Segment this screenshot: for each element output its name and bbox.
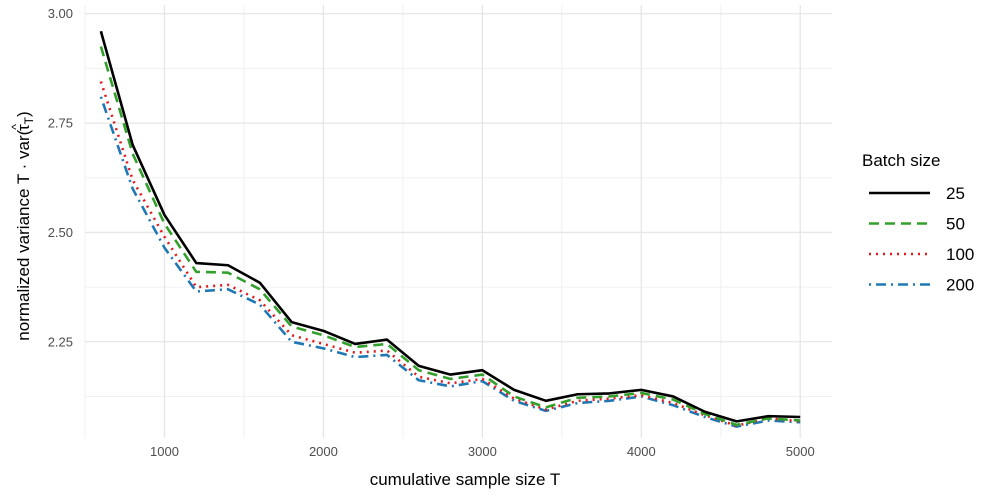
y-axis-title: normalized variance T · var(^τT): [9, 111, 36, 340]
x-axis-ticks: 1000 2000 3000 4000 5000: [150, 444, 815, 459]
y-axis-title-subscript: T: [22, 116, 36, 124]
y-axis-title-suffix: ): [14, 111, 33, 117]
legend-label-200: 200: [946, 276, 974, 295]
legend-label-25: 25: [946, 184, 965, 203]
legend-label-100: 100: [946, 245, 974, 264]
x-tick-label: 5000: [786, 444, 815, 459]
series-line-100: [99, 81, 801, 428]
x-tick-label: 4000: [627, 444, 656, 459]
x-axis-title: cumulative sample size T: [370, 470, 561, 489]
x-tick-label: 3000: [468, 444, 497, 459]
legend-label-50: 50: [946, 215, 965, 234]
y-tick-label: 2.75: [48, 116, 73, 131]
y-axis-ticks: 2.25 2.50 2.75 3.00: [48, 6, 73, 349]
x-tick-label: 1000: [150, 444, 179, 459]
series-line-50: [99, 46, 801, 427]
x-tick-label: 2000: [309, 444, 338, 459]
y-tick-label: 3.00: [48, 6, 73, 21]
series-line-200: [99, 96, 801, 428]
y-axis-title-hat: ^: [9, 124, 23, 130]
legend: Batch size 25 50 100 200: [862, 151, 974, 295]
series-lines: [99, 30, 801, 428]
legend-title: Batch size: [862, 151, 940, 170]
series-line-25: [99, 30, 801, 423]
minor-gridlines: [84, 5, 832, 438]
y-axis-title-prefix: normalized variance T · var(: [14, 129, 33, 340]
major-gridlines: [85, 5, 832, 438]
y-tick-label: 2.25: [48, 334, 73, 349]
y-axis-title-symbol: τ: [14, 124, 33, 131]
y-tick-label: 2.50: [48, 225, 73, 240]
